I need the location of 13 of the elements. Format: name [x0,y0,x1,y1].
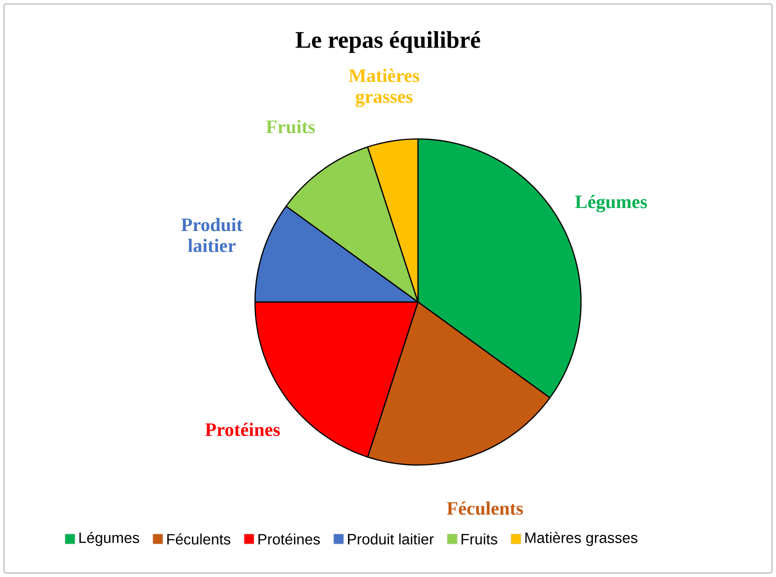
legend-label: Matières grasses [525,532,638,546]
slice-label: Fruits [266,120,315,134]
chart-title: Le repas équilibré [296,31,480,53]
slice-label: Légumes [575,194,647,212]
slice-label: Matières grasses [348,68,420,107]
legend-label: Protéines [258,533,320,545]
slice-label: Protéines [205,422,280,436]
legend-label: Légumes [79,532,140,546]
slice-label: Produit laitier [181,218,243,252]
slice-label: Féculents [446,501,523,515]
legend-label: Fruits [462,534,498,544]
legend-label: Produit laitier [348,534,434,544]
legend-label: Féculents [167,533,230,545]
